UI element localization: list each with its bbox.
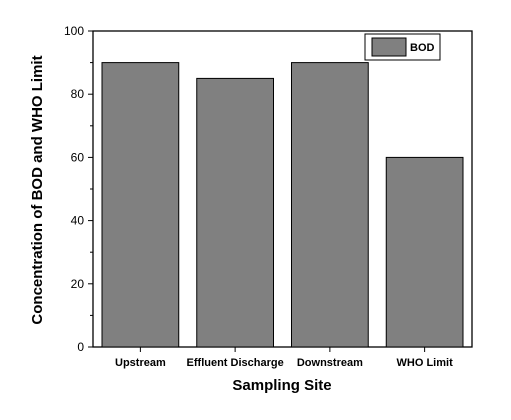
x-tick-label: Effluent Discharge [187, 357, 284, 369]
y-tick-label: 60 [71, 150, 85, 164]
legend-swatch-bod [371, 37, 407, 57]
x-axis-title: Sampling Site [232, 377, 331, 394]
x-tick-label: Downstream [297, 357, 363, 369]
x-tick-label: Upstream [115, 357, 166, 369]
y-axis-title: Concentration of BOD and WHO Limit [29, 55, 46, 324]
legend: BOD [364, 33, 441, 61]
y-tick-label: 80 [71, 87, 85, 101]
bar-upstream [101, 62, 180, 348]
y-tick-label: 0 [77, 340, 84, 354]
legend-label-bod: BOD [410, 42, 435, 54]
y-tick-label: 40 [71, 214, 85, 228]
bar-who-limit [385, 156, 464, 348]
bars-group [101, 62, 464, 348]
labels-group: Sampling Site Concentration of BOD and W… [29, 55, 332, 394]
y-tick-label: 100 [64, 24, 84, 38]
bar-effluent-discharge [196, 77, 274, 348]
axes-group: Upstream Effluent Discharge Downstream WHO … [64, 24, 453, 369]
bar-downstream [291, 62, 369, 348]
y-tick-label: 20 [71, 277, 85, 291]
x-tick-label: WHO Limit [397, 357, 454, 369]
